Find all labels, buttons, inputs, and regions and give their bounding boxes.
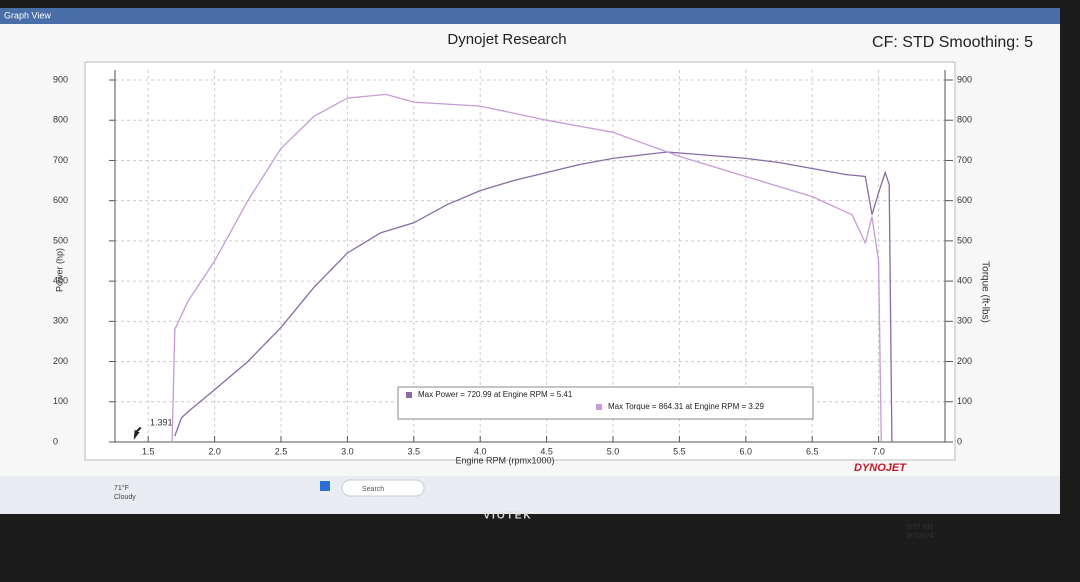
- search-label[interactable]: Search: [362, 486, 384, 493]
- y2-tick-label: 0: [957, 436, 962, 446]
- legend-label: Max Power = 720.99 at Engine RPM = 5.41: [418, 390, 573, 399]
- weather-temp: 71°F: [114, 484, 129, 492]
- legend-swatch: [406, 392, 412, 398]
- y-tick-label: 600: [53, 195, 68, 205]
- x-tick-label: 5.5: [673, 446, 686, 456]
- search-box[interactable]: [341, 479, 425, 497]
- chart-subtitle: CF: STD Smoothing: 5: [872, 34, 1033, 51]
- x-tick-label: 2.5: [275, 446, 288, 456]
- legend-label: Max Torque = 864.31 at Engine RPM = 3.29: [608, 402, 765, 411]
- x-axis-label: Engine RPM (rpmx1000): [455, 455, 554, 465]
- monitor-brand: VIOTEK: [483, 511, 532, 522]
- y2-tick-label: 300: [957, 316, 972, 326]
- y-tick-label: 900: [53, 74, 68, 84]
- weather-text: Cloudy: [114, 494, 136, 501]
- y-tick-label: 400: [53, 275, 68, 285]
- y-axis-label: Power (hp): [54, 248, 64, 292]
- window-title: Graph View: [4, 10, 51, 20]
- legend-box: [397, 386, 814, 420]
- y2-tick-label: 100: [957, 396, 972, 406]
- y2-tick-label: 400: [957, 275, 972, 285]
- y2-axis-label: Torque (ft-lbs): [979, 261, 990, 323]
- x-tick-label: 6.0: [740, 446, 753, 456]
- taskbar: [0, 476, 1060, 514]
- x-tick-label: 7.0: [872, 446, 885, 456]
- x-tick-label: 4.5: [540, 446, 553, 456]
- cursor-annotation: 1.391: [150, 417, 173, 427]
- x-tick-label: 2.0: [208, 446, 221, 456]
- x-tick-label: 6.5: [806, 446, 819, 456]
- y-tick-label: 700: [53, 155, 68, 165]
- y-tick-label: 0: [53, 436, 58, 446]
- legend-swatch: [596, 404, 602, 410]
- cursor-arrow: [133, 427, 142, 440]
- y2-tick-label: 900: [957, 74, 972, 84]
- y-tick-label: 800: [53, 115, 68, 125]
- x-tick-label: 3.5: [408, 446, 421, 456]
- x-tick-label: 5.0: [607, 446, 620, 456]
- y2-tick-label: 200: [957, 356, 972, 366]
- y2-tick-label: 800: [957, 115, 972, 125]
- series-line: [174, 151, 893, 443]
- x-tick-label: 4.0: [474, 446, 487, 456]
- y2-tick-label: 500: [957, 235, 972, 245]
- series-line: [171, 93, 882, 443]
- clock-time: 9:37 PM: [907, 524, 933, 531]
- y-tick-label: 300: [53, 316, 68, 326]
- y2-tick-label: 700: [957, 155, 972, 165]
- logo: DYNOJET: [854, 462, 907, 474]
- y-tick-label: 200: [53, 356, 68, 366]
- clock-date: 3/7/2024: [906, 533, 933, 540]
- chart-title: Dynojet Research: [447, 31, 566, 48]
- y2-tick-label: 600: [957, 195, 972, 205]
- x-tick-label: 1.5: [142, 446, 155, 456]
- window-titlebar: [0, 8, 1060, 24]
- y-tick-label: 100: [53, 396, 68, 406]
- start-button[interactable]: [320, 481, 330, 491]
- y-tick-label: 500: [53, 235, 68, 245]
- x-tick-label: 3.0: [341, 446, 354, 456]
